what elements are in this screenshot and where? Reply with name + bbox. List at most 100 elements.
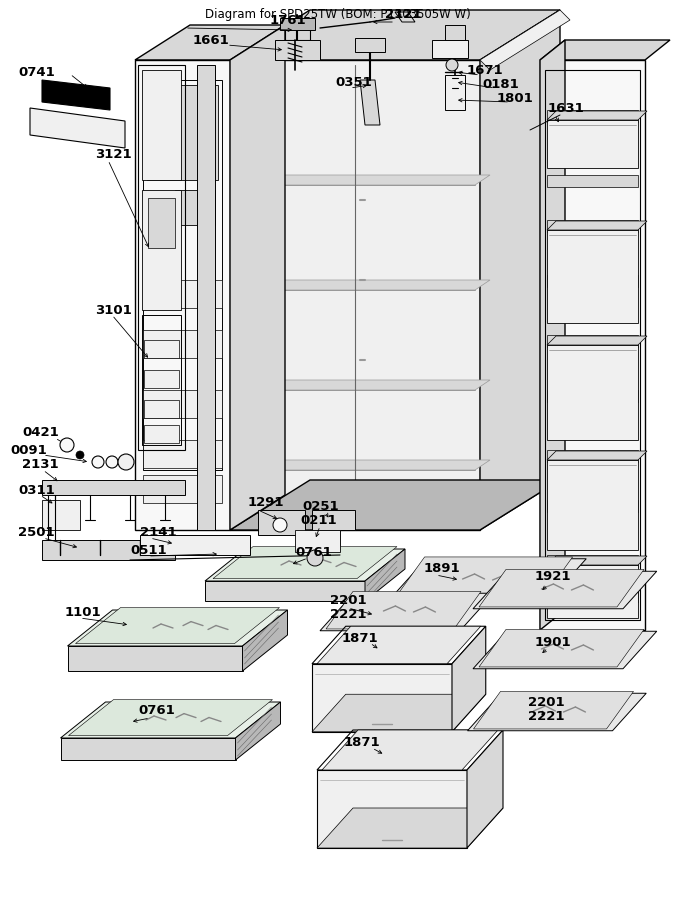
- Polygon shape: [147, 85, 218, 180]
- Polygon shape: [230, 60, 480, 530]
- Text: 2141: 2141: [140, 526, 177, 538]
- Polygon shape: [317, 626, 481, 664]
- Text: 2201: 2201: [528, 697, 564, 709]
- Polygon shape: [285, 22, 310, 40]
- Circle shape: [118, 454, 134, 470]
- Polygon shape: [395, 12, 415, 22]
- Text: 1661: 1661: [193, 33, 230, 47]
- Polygon shape: [295, 530, 340, 552]
- Text: 2131: 2131: [22, 457, 59, 471]
- Text: 0741: 0741: [18, 66, 55, 78]
- Text: 2121: 2121: [385, 7, 421, 21]
- Text: 1921: 1921: [535, 570, 572, 582]
- Circle shape: [76, 451, 84, 459]
- Polygon shape: [312, 664, 452, 732]
- Polygon shape: [235, 175, 490, 185]
- Polygon shape: [61, 702, 281, 738]
- Text: 0251: 0251: [302, 500, 339, 512]
- Polygon shape: [473, 572, 657, 608]
- Polygon shape: [317, 808, 503, 848]
- Polygon shape: [144, 370, 179, 388]
- Polygon shape: [547, 565, 638, 618]
- Polygon shape: [205, 581, 365, 601]
- Polygon shape: [468, 693, 646, 731]
- Polygon shape: [322, 730, 498, 770]
- Polygon shape: [148, 198, 175, 248]
- Text: 1891: 1891: [424, 562, 460, 574]
- Text: 1761: 1761: [270, 14, 306, 26]
- Text: 0511: 0511: [130, 544, 167, 556]
- Polygon shape: [547, 336, 647, 345]
- Polygon shape: [205, 549, 405, 581]
- Polygon shape: [76, 608, 279, 643]
- Text: 1901: 1901: [535, 635, 572, 649]
- Polygon shape: [317, 770, 467, 848]
- Polygon shape: [547, 460, 638, 550]
- Polygon shape: [547, 556, 647, 565]
- Text: Diagram for SPD25TW (BOM: P1303505W W): Diagram for SPD25TW (BOM: P1303505W W): [205, 8, 471, 21]
- Polygon shape: [42, 80, 110, 110]
- Text: 1291: 1291: [248, 496, 284, 508]
- Polygon shape: [235, 460, 490, 470]
- Polygon shape: [547, 111, 647, 120]
- Polygon shape: [360, 80, 380, 125]
- Polygon shape: [547, 275, 638, 287]
- Polygon shape: [547, 175, 638, 187]
- Polygon shape: [547, 390, 638, 402]
- Text: 1631: 1631: [548, 102, 585, 114]
- Polygon shape: [230, 25, 285, 530]
- Text: 1801: 1801: [497, 92, 534, 104]
- Polygon shape: [280, 18, 315, 30]
- Polygon shape: [68, 699, 273, 735]
- Circle shape: [60, 438, 74, 452]
- Polygon shape: [480, 10, 560, 530]
- Polygon shape: [473, 691, 634, 729]
- Polygon shape: [213, 546, 397, 579]
- Polygon shape: [547, 110, 638, 122]
- Text: 0351: 0351: [335, 76, 372, 89]
- Polygon shape: [326, 591, 481, 629]
- Polygon shape: [230, 10, 560, 60]
- Polygon shape: [547, 555, 638, 567]
- Text: 0091: 0091: [10, 444, 47, 456]
- Polygon shape: [355, 38, 385, 52]
- Polygon shape: [258, 510, 305, 535]
- Text: 1871: 1871: [344, 736, 381, 750]
- Polygon shape: [547, 221, 647, 230]
- Polygon shape: [445, 75, 465, 110]
- Polygon shape: [42, 480, 185, 495]
- Polygon shape: [312, 694, 486, 732]
- Text: 0761: 0761: [138, 704, 175, 716]
- Polygon shape: [452, 626, 486, 732]
- Polygon shape: [230, 480, 560, 530]
- Polygon shape: [143, 280, 222, 308]
- Polygon shape: [143, 440, 222, 468]
- Text: 3121: 3121: [95, 148, 132, 161]
- Text: 1671: 1671: [467, 64, 504, 76]
- Text: 2221: 2221: [528, 710, 564, 724]
- Polygon shape: [143, 390, 222, 418]
- Polygon shape: [42, 540, 175, 560]
- Text: 0421: 0421: [22, 426, 59, 438]
- Polygon shape: [30, 108, 125, 148]
- Polygon shape: [312, 510, 355, 530]
- Polygon shape: [547, 450, 638, 462]
- Text: 2221: 2221: [330, 608, 367, 620]
- Circle shape: [307, 550, 323, 566]
- Text: 0181: 0181: [482, 77, 519, 91]
- Polygon shape: [394, 557, 572, 599]
- Polygon shape: [540, 40, 565, 630]
- Text: 0761: 0761: [295, 545, 331, 559]
- Polygon shape: [547, 120, 638, 168]
- Polygon shape: [388, 559, 587, 601]
- Polygon shape: [135, 60, 230, 530]
- Polygon shape: [236, 702, 281, 760]
- Polygon shape: [547, 451, 647, 460]
- Text: 1101: 1101: [65, 606, 102, 618]
- Polygon shape: [479, 570, 644, 607]
- Text: 3101: 3101: [95, 303, 132, 317]
- Polygon shape: [140, 535, 250, 555]
- Polygon shape: [275, 40, 320, 60]
- Text: 2501: 2501: [18, 526, 55, 538]
- Polygon shape: [143, 475, 222, 503]
